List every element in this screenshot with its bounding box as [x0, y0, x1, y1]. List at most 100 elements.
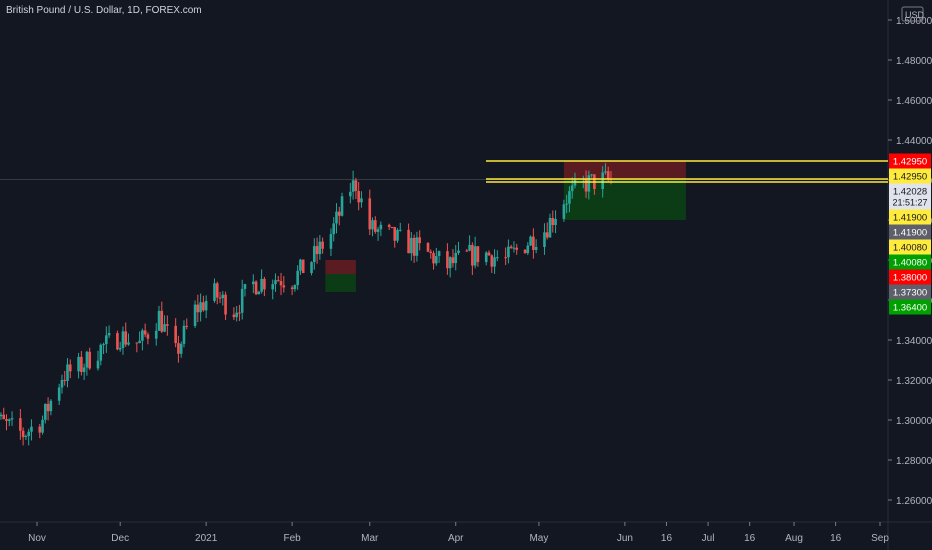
price-tag[interactable]: [889, 254, 931, 270]
candle-body[interactable]: [551, 218, 555, 225]
candle-body[interactable]: [243, 284, 247, 289]
candle-body[interactable]: [116, 333, 119, 350]
candle-body[interactable]: [407, 229, 410, 254]
candle-body[interactable]: [135, 342, 139, 344]
candle-body[interactable]: [476, 246, 480, 263]
candle-body[interactable]: [360, 198, 363, 203]
candle-body[interactable]: [432, 252, 435, 264]
candle-body[interactable]: [46, 403, 50, 412]
candle-body[interactable]: [99, 344, 103, 361]
candle-body[interactable]: [260, 278, 263, 292]
candle-body[interactable]: [590, 174, 593, 176]
candle-body[interactable]: [279, 281, 283, 286]
candle-body[interactable]: [368, 198, 372, 230]
candle-body[interactable]: [157, 310, 161, 331]
candle-body[interactable]: [545, 232, 549, 238]
candle-body[interactable]: [196, 304, 200, 313]
candle-body[interactable]: [66, 364, 69, 381]
candle-body[interactable]: [601, 172, 604, 190]
candle-body[interactable]: [568, 191, 571, 204]
candle-body[interactable]: [523, 249, 527, 254]
candle-body[interactable]: [193, 304, 197, 326]
candle-body[interactable]: [335, 211, 338, 224]
candle-body[interactable]: [174, 325, 177, 344]
candle-body[interactable]: [177, 343, 180, 354]
position-risk-zone[interactable]: [325, 260, 356, 274]
candle-body[interactable]: [532, 236, 535, 250]
candle-body[interactable]: [49, 400, 53, 412]
position-reward-zone[interactable]: [563, 179, 686, 220]
candle-body[interactable]: [509, 246, 513, 249]
candle-body[interactable]: [412, 237, 416, 256]
candle-body[interactable]: [21, 430, 25, 438]
candle-body[interactable]: [318, 241, 322, 255]
candle-body[interactable]: [82, 367, 86, 372]
candle-body[interactable]: [19, 418, 22, 431]
candle-body[interactable]: [337, 211, 341, 216]
candle-body[interactable]: [548, 218, 552, 238]
price-tag[interactable]: [889, 209, 931, 225]
candle-body[interactable]: [354, 180, 358, 192]
candle-body[interactable]: [504, 257, 507, 259]
candle-body[interactable]: [127, 342, 130, 345]
price-tag[interactable]: [889, 239, 931, 255]
candle-body[interactable]: [554, 218, 557, 225]
candle-body[interactable]: [313, 246, 316, 263]
candle-body[interactable]: [293, 285, 297, 290]
candle-body[interactable]: [332, 223, 336, 235]
candle-body[interactable]: [349, 191, 352, 197]
price-tag[interactable]: [889, 168, 931, 184]
candle-body[interactable]: [107, 333, 111, 336]
candle-body[interactable]: [63, 380, 67, 382]
position-risk-zone[interactable]: [563, 161, 686, 179]
candle-body[interactable]: [57, 387, 61, 401]
candle-body[interactable]: [238, 312, 241, 314]
candle-body[interactable]: [534, 246, 538, 250]
price-tag[interactable]: [889, 153, 931, 169]
candle-body[interactable]: [276, 280, 280, 282]
candle-body[interactable]: [121, 331, 125, 348]
candle-body[interactable]: [274, 280, 277, 285]
candle-body[interactable]: [465, 250, 469, 252]
candle-body[interactable]: [451, 257, 455, 264]
candle-body[interactable]: [27, 431, 30, 437]
candle-body[interactable]: [526, 245, 530, 254]
candle-body[interactable]: [515, 247, 519, 250]
candle-body[interactable]: [179, 343, 183, 354]
candle-body[interactable]: [543, 232, 546, 247]
candle-body[interactable]: [390, 226, 394, 228]
candle-body[interactable]: [457, 250, 460, 253]
candle-body[interactable]: [490, 255, 494, 267]
position-reward-zone[interactable]: [325, 274, 356, 292]
candle-body[interactable]: [124, 331, 128, 345]
price-tag[interactable]: [889, 183, 931, 210]
candle-body[interactable]: [185, 325, 189, 327]
candle-body[interactable]: [340, 196, 344, 216]
candle-body[interactable]: [376, 229, 380, 232]
candle-body[interactable]: [0, 414, 3, 417]
candle-body[interactable]: [562, 204, 566, 219]
candle-body[interactable]: [448, 257, 452, 269]
candle-body[interactable]: [329, 234, 333, 249]
price-tag[interactable]: [889, 284, 931, 300]
candle-body[interactable]: [565, 203, 568, 205]
candle-body[interactable]: [435, 256, 438, 264]
candle-body[interactable]: [429, 251, 433, 253]
candle-body[interactable]: [493, 257, 496, 267]
candle-body[interactable]: [484, 252, 488, 263]
currency-box[interactable]: [901, 6, 924, 22]
candle-body[interactable]: [387, 224, 391, 227]
candle-body[interactable]: [146, 334, 150, 339]
candle-body[interactable]: [604, 171, 607, 173]
candle-body[interactable]: [60, 380, 64, 388]
candle-body[interactable]: [529, 236, 532, 246]
candle-body[interactable]: [357, 191, 360, 203]
candle-body[interactable]: [290, 287, 294, 290]
candle-body[interactable]: [507, 246, 510, 258]
price-tag[interactable]: [889, 269, 931, 285]
candle-body[interactable]: [41, 419, 44, 433]
candle-body[interactable]: [351, 180, 355, 192]
candle-body[interactable]: [30, 426, 33, 432]
candle-body[interactable]: [418, 237, 421, 244]
candle-body[interactable]: [437, 251, 441, 257]
